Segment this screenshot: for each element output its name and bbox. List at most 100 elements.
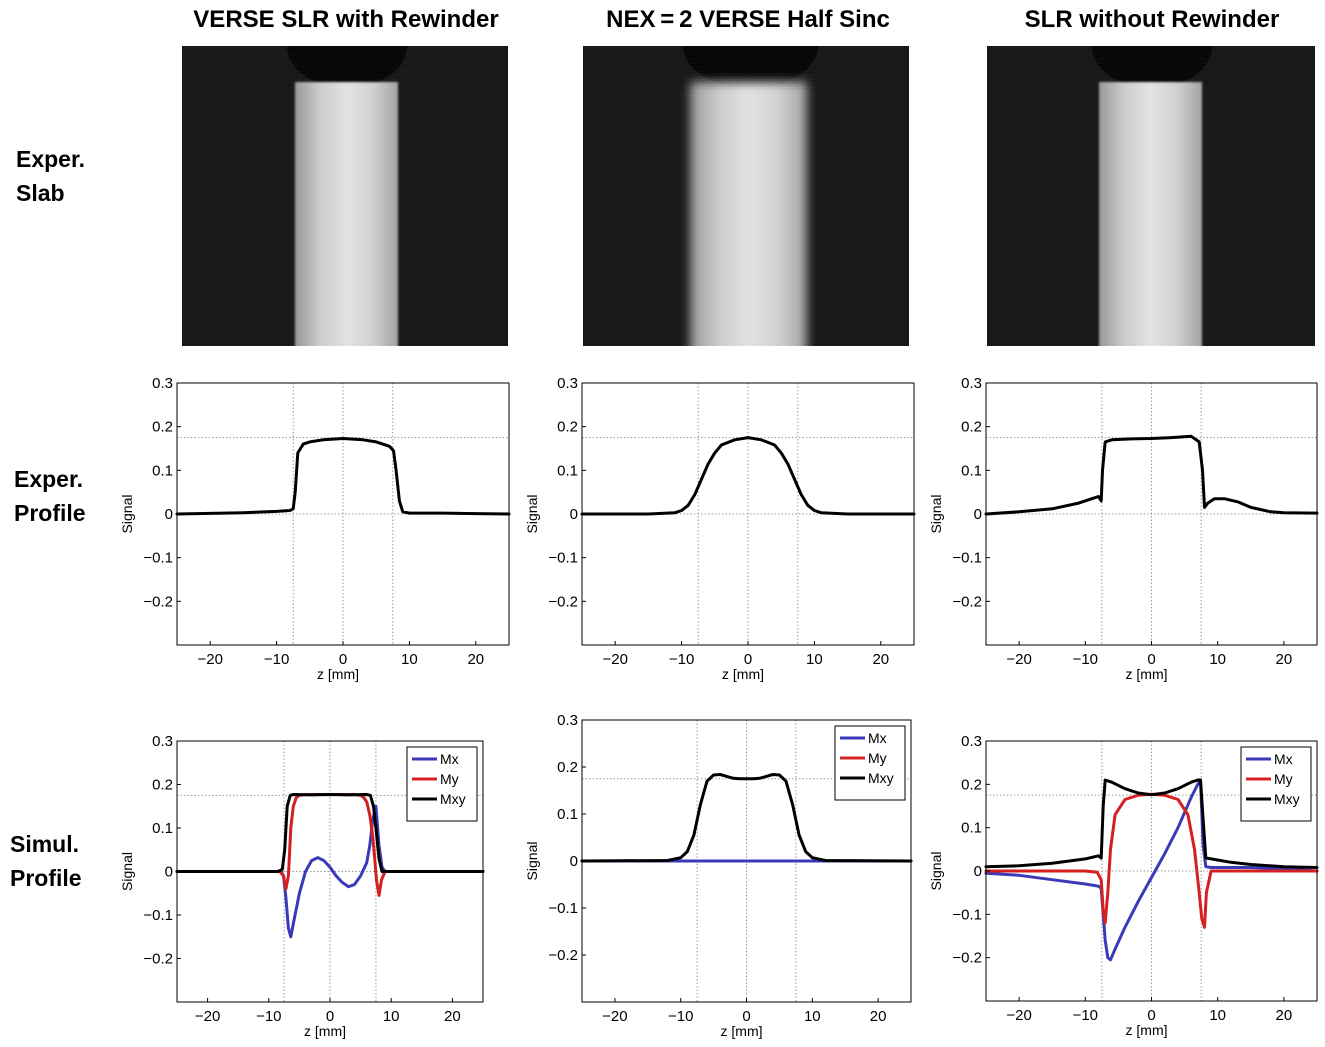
chart-3-ytick-label-2: 0.1 [961,462,982,479]
column-title-1: VERSE SLR with Rewinder [193,6,499,33]
chart-2-ylabel: Signal [524,495,540,534]
chart-5-legend-label-my: My [868,750,887,766]
chart-6-ytick-label-4: −0.1 [952,906,982,923]
chart-6-ytick-label-5: −0.2 [952,950,982,967]
chart-6-ytick-label-0: 0.3 [961,733,982,750]
chart-5-legend-label-mxy: Mxy [868,770,894,786]
row-label-simul-profile-line1: Simul. [10,831,80,857]
row-label-slab-line1: Exper. [16,146,86,172]
column-title-3: SLR without Rewinder [1024,6,1280,33]
slab-image-3 [987,46,1315,346]
chart-6-xtick-label-3: 10 [1209,1007,1226,1024]
chart-1-ytick-label-1: 0.2 [152,419,173,436]
chart-5-xtick-label-3: 10 [804,1008,821,1025]
chart-2-xtick-label-0: −20 [602,651,627,668]
chart-5-series-mxy-line [580,773,913,863]
chart-3-xtick-label-1: −10 [1073,651,1098,668]
chart-2-xtick-label-1: −10 [669,651,694,668]
chart-1-ytick-label-5: −0.2 [143,593,173,610]
chart-6-legend-label-mx: Mx [1274,751,1293,767]
chart-3-xtick-label-4: 20 [1276,651,1293,668]
chart-6-ytick-label-1: 0.2 [961,776,982,793]
chart-2-xlabel: z [mm] [722,666,764,682]
chart-5-ytick-label-1: 0.2 [557,759,578,776]
row-label-slab-line2: Slab [16,180,65,206]
chart-4-legend-label-mx: Mx [440,751,459,767]
chart-2-ytick-label-0: 0.3 [557,375,578,392]
chart-5-xtick-label-2: 0 [742,1008,750,1025]
chart-4-ytick-label-5: −0.2 [143,951,173,968]
chart-1-ytick-label-4: −0.1 [143,550,173,567]
chart-2-series-signal-line [580,436,916,516]
chart-6-series-mx-line [984,778,1319,962]
chart-4-xtick-label-1: −10 [256,1008,281,1025]
chart-5-ylabel: Signal [524,842,540,881]
chart-3-ytick-label-1: 0.2 [961,419,982,436]
chart-2-ytick-label-2: 0.1 [557,462,578,479]
chart-2-ytick-label-3: 0 [570,506,578,523]
chart-6-legend-label-my: My [1274,771,1293,787]
chart-1-xtick-label-0: −20 [197,651,222,668]
chart-1-ytick-label-2: 0.1 [152,462,173,479]
chart-2-xtick-label-3: 10 [806,651,823,668]
row-label-simul-profile-line2: Profile [10,865,82,891]
chart-1-series-signal-line [175,437,511,516]
chart-5-xtick-label-1: −10 [668,1008,693,1025]
chart-4-xlabel: z [mm] [304,1023,346,1039]
chart-5-ytick-label-4: −0.1 [548,900,578,917]
chart-3-xtick-label-3: 10 [1209,651,1226,668]
simul-profile-plot-3: −20 −10 0 10 20 0.3 0.2 0.1 0 −0.1 −0.2 z [mm] Signa… [928,733,1319,1038]
chart-1-ytick-label-0: 0.3 [152,375,173,392]
chart-6-legend-label-mxy: Mxy [1274,791,1300,807]
chart-5-ytick-label-3: 0 [570,853,578,870]
chart-4-xtick-label-4: 20 [444,1008,461,1025]
simul-profile-plot-2: −20 −10 0 10 20 0.3 0.2 0.1 0 −0.1 −0.2 z [mm] Signa… [524,712,913,1039]
chart-3-xtick-label-2: 0 [1147,651,1155,668]
exper-profile-plot-3: −20 −10 0 10 20 0.3 0.2 0.1 0 −0.1 −0.2 z [mm] Signa… [928,375,1319,682]
chart-3-ytick-label-4: −0.1 [952,550,982,567]
chart-5-xtick-label-0: −20 [602,1008,627,1025]
chart-4-series-mxy-line [175,793,485,873]
chart-4-ytick-label-3: 0 [165,864,173,881]
chart-5-xlabel: z [mm] [721,1023,763,1039]
chart-3-xlabel: z [mm] [1126,666,1168,682]
chart-4-xtick-label-0: −20 [195,1008,220,1025]
chart-6-ytick-label-3: 0 [974,863,982,880]
chart-4-legend-label-mxy: Mxy [440,791,466,807]
chart-3-ytick-label-3: 0 [974,506,982,523]
chart-5-ytick-label-0: 0.3 [557,712,578,729]
row-label-exper-profile-line2: Profile [14,500,86,526]
chart-2-xtick-label-2: 0 [744,651,752,668]
chart-6-xtick-label-1: −10 [1073,1007,1098,1024]
chart-5-xtick-label-4: 20 [870,1008,887,1025]
chart-4-xtick-label-2: 0 [326,1008,334,1025]
row-label-slab: Exper. Slab [16,142,85,210]
chart-6-series-mxy-line [984,778,1319,869]
chart-6-xtick-label-0: −20 [1006,1007,1031,1024]
column-title-2: NEX = 2 VERSE Half Sinc [606,6,890,33]
chart-3-ytick-label-0: 0.3 [961,375,982,392]
chart-2-xtick-label-4: 20 [872,651,889,668]
chart-4-ytick-label-1: 0.2 [152,777,173,794]
chart-4-ytick-label-2: 0.1 [152,820,173,837]
chart-3-series-signal-line [984,434,1319,516]
chart-1-xlabel: z [mm] [317,666,359,682]
chart-6-xtick-label-2: 0 [1147,1007,1155,1024]
chart-6-ylabel: Signal [928,852,944,891]
row-label-simul-profile: Simul. Profile [10,827,82,895]
simul-profile-plot-1: −20 −10 0 10 20 0.3 0.2 0.1 0 −0.1 −0.2 z [mm] Signa… [119,733,485,1039]
chart-1-xtick-label-4: 20 [467,651,484,668]
chart-2-ytick-label-4: −0.1 [548,550,578,567]
chart-5-ytick-label-2: 0.1 [557,806,578,823]
chart-6-xlabel: z [mm] [1126,1022,1168,1038]
chart-2-ytick-label-1: 0.2 [557,419,578,436]
chart-5-ytick-label-5: −0.2 [548,947,578,964]
chart-6-xtick-label-4: 20 [1276,1007,1293,1024]
chart-4-ytick-label-0: 0.3 [152,733,173,750]
chart-1-ylabel: Signal [119,495,135,534]
chart-3-ytick-label-5: −0.2 [952,593,982,610]
chart-1-xtick-label-1: −10 [264,651,289,668]
chart-3-xtick-label-0: −20 [1006,651,1031,668]
slab-image-1 [182,46,508,346]
slab-image-2 [583,46,909,346]
